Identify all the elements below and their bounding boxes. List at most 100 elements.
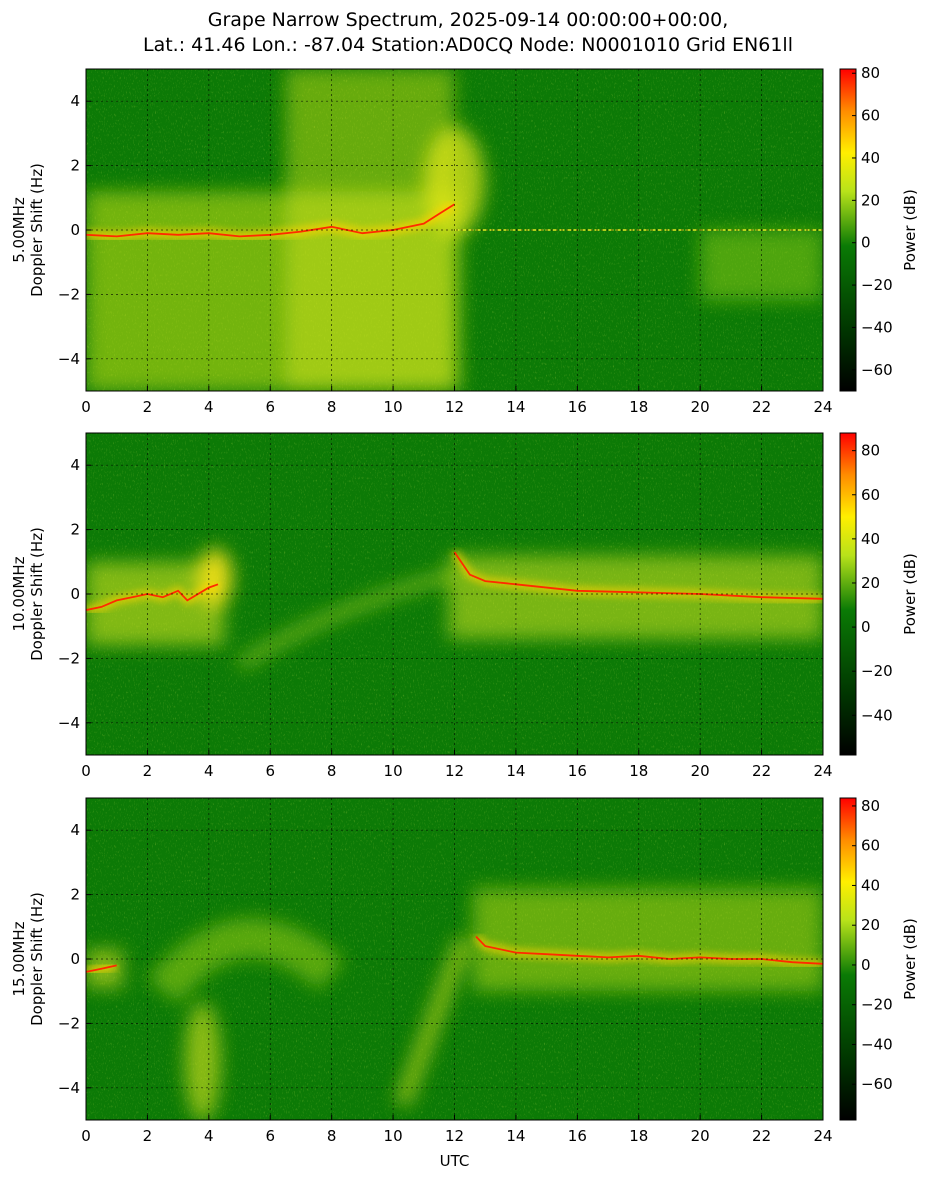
x-tick-label: 20 — [691, 1127, 710, 1145]
signal-arc — [147, 918, 345, 1004]
x-tick-label: 18 — [629, 398, 648, 416]
x-tick-label: 24 — [813, 1127, 832, 1145]
x-tick-label: 24 — [813, 398, 832, 416]
colorbar-tick-label: 40 — [861, 530, 880, 548]
y-tick-label: 4 — [70, 821, 80, 839]
x-tick-label: 18 — [629, 1127, 648, 1145]
y-axis-label-line-2: Doppler Shift (Hz) — [28, 163, 46, 297]
colorbar-tick-label: −60 — [861, 1075, 893, 1093]
x-tick-label: 0 — [81, 762, 91, 780]
signal-blob — [196, 547, 233, 608]
colorbar-tick-label: 80 — [861, 797, 880, 815]
x-tick-label: 24 — [813, 762, 832, 780]
signal-ramp — [394, 936, 472, 1107]
x-axis-label: UTC — [440, 1152, 470, 1170]
colorbar-tick-label: 0 — [861, 234, 871, 252]
colorbar-tick-label: 80 — [861, 64, 880, 82]
colorbar-tick-label: −40 — [861, 706, 893, 724]
colorbar: 80 60 40 20 0 −20 −40 −60 Power (dB) — [839, 64, 919, 392]
x-tick-label: 16 — [568, 762, 587, 780]
x-tick-label: 14 — [506, 1127, 525, 1145]
signal-dip — [184, 1002, 221, 1120]
x-tick-label: 0 — [81, 1127, 91, 1145]
x-tick-label: 22 — [752, 1127, 771, 1145]
y-axis-label-line-2: Doppler Shift (Hz) — [28, 527, 46, 661]
colorbar-tick-label: −40 — [861, 318, 893, 336]
colorbar-gradient — [839, 797, 857, 1121]
x-tick-label: 12 — [445, 762, 464, 780]
colorbar-tick-label: 20 — [861, 191, 880, 209]
colorbar: 80 60 40 20 0 −20 −40 −60 Power (dB) — [839, 797, 919, 1121]
y-tick-label: 0 — [70, 221, 80, 239]
y-tick-label: 0 — [70, 585, 80, 603]
grid — [86, 433, 823, 755]
signal-spread — [86, 888, 823, 1120]
colorbar-tick-label: 60 — [861, 107, 880, 125]
y-tick-label: −2 — [58, 285, 80, 303]
x-tick-label: 16 — [568, 1127, 587, 1145]
x-tick-label: 10 — [384, 762, 403, 780]
colorbar-tick-label: 60 — [861, 837, 880, 855]
x-tick-label: 4 — [204, 1127, 214, 1145]
x-tick-label: 18 — [629, 762, 648, 780]
chart-title-line-1: Grape Narrow Spectrum, 2025-09-14 00:00:… — [208, 9, 729, 31]
x-tick-label: 22 — [752, 398, 771, 416]
y-axis-label-line-1: 15.00MHz — [10, 921, 28, 996]
y-tick-label: −2 — [58, 1014, 80, 1032]
x-tick-label: 6 — [265, 398, 275, 416]
colorbar-tick-label: 20 — [861, 916, 880, 934]
colorbar-tick-label: 0 — [861, 956, 871, 974]
colorbar-tick-label: −20 — [861, 276, 893, 294]
y-tick-label: −4 — [58, 1079, 80, 1097]
colorbar-tick-label: 40 — [861, 876, 880, 894]
colorbar-tick-label: 0 — [861, 618, 871, 636]
colorbar-tick-label: −60 — [861, 361, 893, 379]
y-tick-label: 0 — [70, 950, 80, 968]
x-tick-label: 4 — [204, 762, 214, 780]
trace-line-1 — [86, 583, 219, 611]
x-tick-label: 2 — [143, 762, 153, 780]
y-tick-label: −4 — [58, 350, 80, 368]
colorbar: 80 60 40 20 0 −20 −40 Power (dB) — [839, 432, 919, 756]
x-tick-label: 2 — [143, 1127, 153, 1145]
colorbar-label: Power (dB) — [901, 189, 919, 271]
x-tick-label: 12 — [445, 398, 464, 416]
x-tick-label: 6 — [265, 762, 275, 780]
trace-line-2 — [453, 551, 823, 600]
x-tick-label: 22 — [752, 762, 771, 780]
heatmap-area — [86, 433, 823, 755]
trace-line-1 — [86, 964, 117, 973]
colorbar-label: Power (dB) — [901, 918, 919, 1000]
y-tick-label: −2 — [58, 649, 80, 667]
y-tick-label: 2 — [70, 521, 80, 539]
y-tick-label: 2 — [70, 886, 80, 904]
heatmap-area — [86, 69, 823, 391]
signal-spread — [86, 69, 823, 391]
signal-spread-day — [472, 888, 823, 992]
colorbar-gradient — [839, 432, 857, 756]
x-tick-label: 6 — [265, 1127, 275, 1145]
colorbar-gradient — [839, 68, 857, 392]
heatmap-area — [86, 798, 823, 1120]
y-axis-label-line-1: 10.00MHz — [10, 556, 28, 631]
x-tick-label: 8 — [327, 1127, 337, 1145]
x-tick-label: 8 — [327, 398, 337, 416]
y-tick-label: −4 — [58, 714, 80, 732]
colorbar-tick-label: −40 — [861, 1035, 893, 1053]
chart-title-line-2: Lat.: 41.46 Lon.: -87.04 Station:AD0CQ N… — [143, 34, 793, 56]
y-axis-label-line-1: 5.00MHz — [10, 197, 28, 263]
x-tick-label: 20 — [691, 398, 710, 416]
colorbar-tick-label: 20 — [861, 574, 880, 592]
x-tick-label: 12 — [445, 1127, 464, 1145]
x-tick-label: 8 — [327, 762, 337, 780]
y-tick-label: 4 — [70, 456, 80, 474]
x-tick-label: 20 — [691, 762, 710, 780]
x-tick-label: 10 — [384, 398, 403, 416]
colorbar-tick-label: 80 — [861, 442, 880, 460]
x-tick-label: 4 — [204, 398, 214, 416]
